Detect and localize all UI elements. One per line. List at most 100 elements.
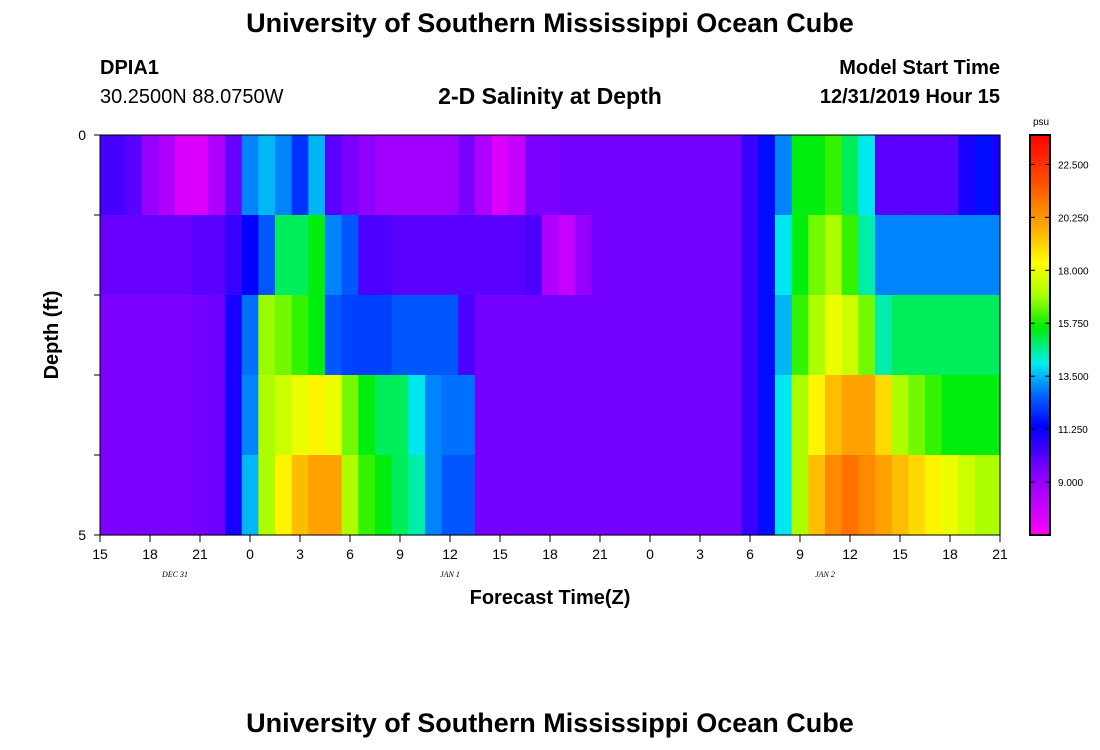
heatmap-cell	[341, 375, 359, 456]
heatmap-cell	[791, 215, 809, 296]
heatmap-cell	[258, 295, 276, 376]
heatmap-cell	[275, 135, 293, 216]
heatmap-cell	[158, 375, 176, 456]
heatmap-cell	[191, 135, 209, 216]
heatmap-cell	[608, 455, 626, 536]
heatmap-cell	[591, 295, 609, 376]
heatmap-cell	[225, 455, 243, 536]
heatmap-cell	[100, 215, 109, 296]
heatmap-cell	[925, 455, 943, 536]
heatmap-cell	[525, 375, 543, 456]
colorbar-tick-label: 13.500	[1058, 372, 1089, 383]
heatmap-cell	[691, 135, 709, 216]
plot-title: 2-D Salinity at Depth	[438, 83, 662, 109]
heatmap-cell	[791, 375, 809, 456]
heatmap-cell	[458, 135, 476, 216]
heatmap-cell	[358, 455, 376, 536]
heatmap-cell	[808, 455, 826, 536]
heatmap-cell	[508, 215, 526, 296]
heatmap-cell	[641, 215, 659, 296]
heatmap-cell	[675, 215, 693, 296]
heatmap-cell	[375, 455, 393, 536]
heatmap-cell	[208, 135, 226, 216]
heatmap-cell	[908, 375, 926, 456]
x-tick-label: 21	[192, 546, 208, 562]
heatmap-cell	[358, 295, 376, 376]
heatmap-cell	[391, 455, 409, 536]
heatmap-cell	[975, 375, 993, 456]
heatmap-cell	[575, 295, 593, 376]
heatmap-cell	[891, 295, 909, 376]
heatmap-cell	[991, 135, 1001, 216]
heatmap-cell	[158, 215, 176, 296]
heatmap-cell	[658, 215, 676, 296]
x-tick-label: 15	[892, 546, 908, 562]
heatmap-cell	[508, 375, 526, 456]
heatmap-cell	[225, 135, 243, 216]
heatmap-cell	[425, 375, 443, 456]
heatmap-cell	[241, 215, 259, 296]
heatmap-cell	[775, 295, 793, 376]
x-tick-label: 21	[992, 546, 1008, 562]
heatmap-cell	[875, 295, 893, 376]
heatmap-cell	[875, 135, 893, 216]
heatmap-cell	[375, 375, 393, 456]
heatmap-cell	[191, 295, 209, 376]
colorbar-tick-label: 15.750	[1058, 319, 1089, 330]
heatmap-cell	[291, 295, 309, 376]
heatmap-cell	[425, 215, 443, 296]
heatmap-cell	[675, 135, 693, 216]
heatmap-cell	[891, 135, 909, 216]
heatmap-cell	[141, 295, 159, 376]
heatmap-cell	[208, 215, 226, 296]
station-coordinates: 30.2500N 88.0750W	[100, 86, 284, 108]
heatmap-cell	[175, 375, 193, 456]
heatmap-cell	[675, 295, 693, 376]
heatmap-cell	[908, 135, 926, 216]
heatmap-cell	[208, 295, 226, 376]
heatmap-cell	[591, 135, 609, 216]
heatmap-cell	[908, 215, 926, 296]
heatmap-cell	[558, 295, 576, 376]
heatmap-cell	[125, 455, 143, 536]
heatmap-cell	[158, 295, 176, 376]
heatmap-cell	[241, 135, 259, 216]
y-tick-label: 5	[78, 527, 86, 543]
x-tick-label: 3	[696, 546, 704, 562]
heatmap-cell	[325, 215, 343, 296]
heatmap-cell	[258, 375, 276, 456]
heatmap-cell	[891, 375, 909, 456]
heatmap-cell	[341, 455, 359, 536]
heatmap-cell	[108, 455, 126, 536]
heatmap-cell	[108, 215, 126, 296]
heatmap-cell	[991, 215, 1001, 296]
heatmap-cell	[458, 375, 476, 456]
heatmap-cell	[591, 455, 609, 536]
heatmap-cell	[525, 295, 543, 376]
heatmap-cell	[608, 215, 626, 296]
heatmap-cell	[791, 135, 809, 216]
heatmap-cell	[458, 455, 476, 536]
heatmap-cell	[375, 295, 393, 376]
heatmap-cell	[708, 375, 726, 456]
heatmap-cell	[100, 135, 109, 216]
x-tick-label: 6	[746, 546, 754, 562]
heatmap-cell	[658, 455, 676, 536]
heatmap-cell	[241, 295, 259, 376]
heatmap-cell	[775, 375, 793, 456]
heatmap-cell	[491, 295, 509, 376]
heatmap-cell	[858, 215, 876, 296]
heatmap-cell	[725, 135, 743, 216]
x-axis: 15 18 21 0 3 6 9 12 15 18 21 0 3 6 9 12 15 18 21 DEC 31 JAN …	[92, 535, 1008, 579]
heatmap-cell	[658, 135, 676, 216]
heatmap-cell	[641, 135, 659, 216]
heatmap-cell	[541, 455, 559, 536]
heatmap-cell	[758, 375, 776, 456]
heatmap-cell	[708, 215, 726, 296]
heatmap-cell	[875, 455, 893, 536]
heatmap-cell	[691, 375, 709, 456]
heatmap-cell	[975, 135, 993, 216]
heatmap-cell	[408, 215, 426, 296]
heatmap-cell	[725, 455, 743, 536]
heatmap-cell	[591, 215, 609, 296]
